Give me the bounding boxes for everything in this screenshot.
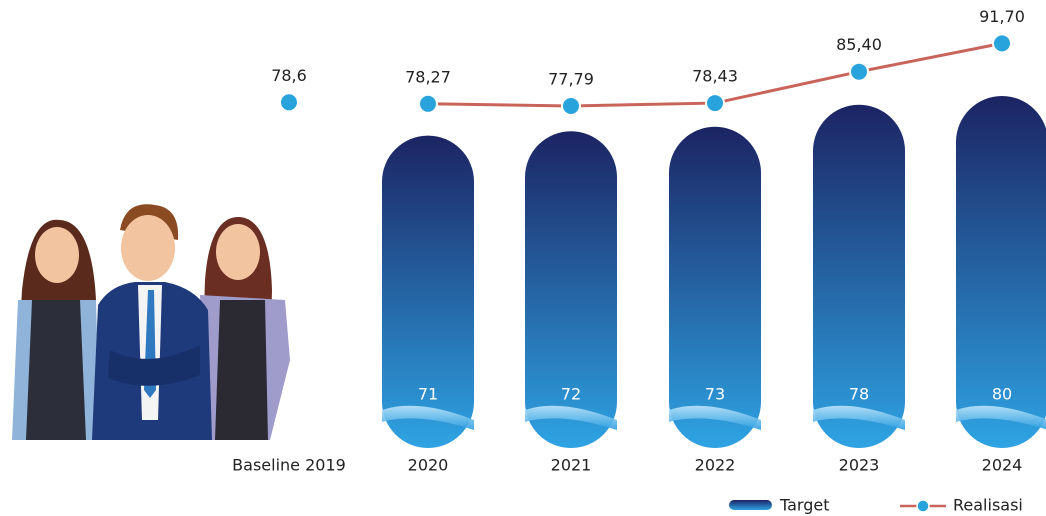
- bar: [525, 131, 617, 448]
- people-illustration: [12, 204, 290, 440]
- line-marker: [418, 93, 438, 114]
- data-label: 78,27: [405, 67, 451, 86]
- bar: [382, 135, 474, 448]
- x-tick-label: 2021: [551, 456, 592, 475]
- x-tick-label: 2024: [982, 456, 1023, 475]
- bar-value-label: 71: [418, 385, 438, 404]
- data-label: 77,79: [548, 69, 594, 88]
- legend: Target Realisasi: [729, 496, 1023, 515]
- line-marker: [705, 93, 725, 114]
- bar-value-label: 73: [705, 385, 725, 404]
- x-tick-label: 2023: [839, 456, 880, 475]
- bar-wave: [956, 405, 1046, 430]
- bar-value-label: 80: [992, 385, 1012, 404]
- baseline-marker: [279, 92, 299, 113]
- data-label: 78,43: [692, 67, 738, 86]
- bar: [956, 96, 1046, 448]
- line-marker: [849, 61, 869, 82]
- x-tick-label: 2022: [695, 456, 736, 475]
- data-label: 91,70: [979, 7, 1025, 26]
- bar-value-label: 78: [849, 385, 869, 404]
- line-marker: [561, 95, 581, 116]
- plot: Baseline 2019 78,6 71 2020 72 2021 73 2022 78 202…: [232, 7, 1046, 475]
- bar-wave: [525, 405, 617, 430]
- legend-realisasi-marker: [916, 499, 930, 513]
- legend-label: Realisasi: [953, 496, 1023, 515]
- legend-target-swatch: [729, 500, 772, 510]
- data-label: 78,6: [271, 66, 307, 85]
- legend-label: Target: [779, 496, 830, 515]
- bar-wave: [669, 405, 761, 430]
- bar-value-label: 72: [561, 385, 581, 404]
- bar-wave: [382, 405, 474, 430]
- bar: [669, 126, 761, 449]
- bar: [813, 104, 905, 449]
- bar-wave: [813, 405, 905, 430]
- data-label: 85,40: [836, 35, 882, 54]
- x-tick-label: 2020: [408, 456, 449, 475]
- line-marker: [992, 33, 1012, 54]
- x-tick-label: Baseline 2019: [232, 456, 346, 475]
